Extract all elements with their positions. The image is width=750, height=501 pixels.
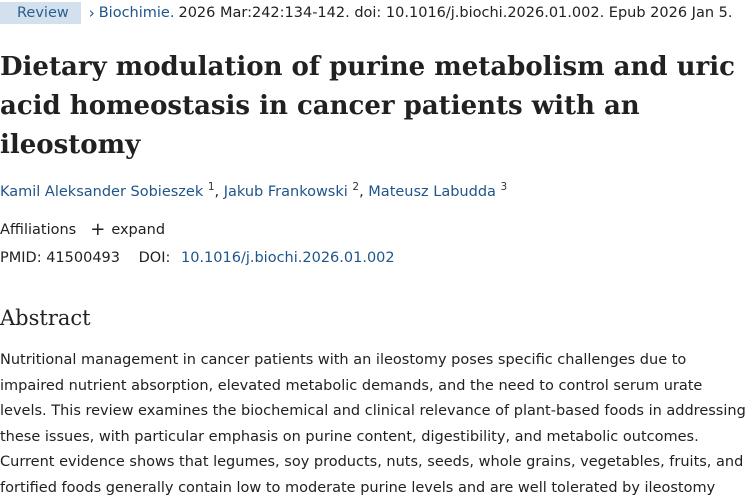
article-title: Dietary modulation of purine metabolism … [0,48,740,165]
abstract-line: Current evidence shows that legumes, soy… [0,450,748,476]
abstract-line: levels. This review examines the biochem… [0,399,748,425]
doi-label: DOI: [139,250,171,266]
author-separator: , [359,184,368,200]
abstract-text: Nutritional management in cancer patient… [0,348,748,501]
abstract-heading: Abstract [0,306,91,330]
abstract-line: fortified foods generally contain low to… [0,476,748,501]
author-separator: , [215,184,224,200]
pmid-label: PMID: [0,250,42,266]
citation-details: 2026 Mar:242:134-142. doi: 10.1016/j.bio… [178,5,732,21]
article-type-badge: Review [0,2,81,24]
doi-link[interactable]: 10.1016/j.biochi.2026.01.002 [181,250,395,266]
expand-label[interactable]: expand [111,222,165,238]
abstract-line: impaired nutrient absorption, elevated m… [0,374,748,400]
affiliations-label: Affiliations [0,222,76,238]
affiliations-toggle[interactable]: Affiliations + expand [0,222,165,238]
author-link[interactable]: Jakub Frankowski [224,184,348,200]
author-list: Kamil Aleksander Sobieszek 1, Jakub Fran… [0,181,507,200]
abstract-line: these issues, with particular emphasis o… [0,425,748,451]
author-link[interactable]: Mateusz Labudda [368,184,496,200]
abstract-line: Nutritional management in cancer patient… [0,348,748,374]
chevron-right-icon[interactable]: › [89,4,95,22]
journal-link[interactable]: Biochimie. [99,5,175,21]
citation-line: Review › Biochimie. 2026 Mar:242:134-142… [0,2,750,24]
author-affiliation-ref[interactable]: 1 [208,181,215,193]
author-affiliation-ref[interactable]: 3 [501,181,508,193]
identifiers: PMID: 41500493 DOI: 10.1016/j.biochi.202… [0,250,395,266]
author-link[interactable]: Kamil Aleksander Sobieszek [0,184,203,200]
pmid-value: 41500493 [46,250,120,266]
plus-icon[interactable]: + [90,223,105,237]
